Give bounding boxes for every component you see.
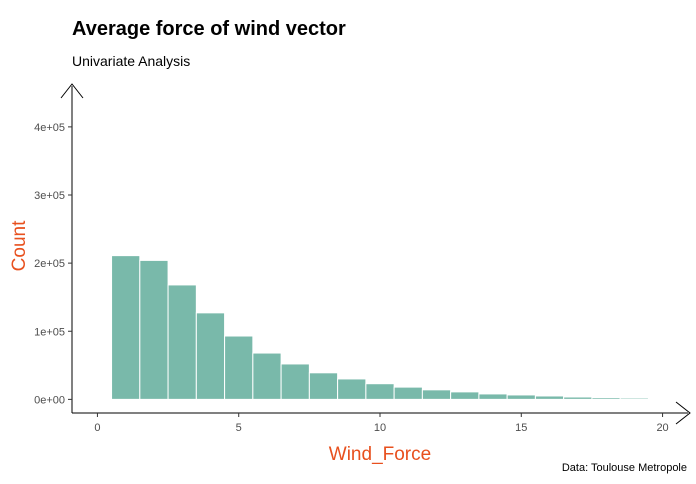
histogram-bar [337, 378, 367, 400]
histogram-bar [393, 386, 423, 400]
x-ticks-group: 0 5 10 15 20 [94, 413, 669, 434]
chart-title: Average force of wind vector [72, 18, 346, 40]
y-tick-label: 1e+05 [34, 326, 65, 338]
x-tick-label: 15 [515, 422, 527, 434]
y-ticks-group: 0e+00 1e+05 2e+05 3e+05 4e+05 [34, 122, 72, 406]
histogram-bar [195, 312, 226, 400]
x-tick-label: 20 [656, 422, 668, 434]
y-tick-label: 3e+05 [34, 190, 65, 202]
histogram-bar [365, 383, 395, 400]
y-tick-label: 2e+05 [34, 258, 65, 270]
histogram-bar [534, 395, 565, 400]
histogram-bar [224, 335, 254, 400]
histogram-bar [478, 393, 508, 400]
chart-caption: Data: Toulouse Metropole [561, 462, 687, 474]
histogram-bar [591, 397, 621, 400]
y-axis-arrowhead [60, 83, 84, 99]
histogram-bar [139, 259, 169, 400]
x-tick-label: 10 [374, 422, 386, 434]
histogram-bar [421, 389, 452, 400]
x-tick-label: 5 [236, 422, 242, 434]
y-tick-label: 0e+00 [34, 394, 65, 406]
y-axis-title: Count [9, 220, 30, 271]
chart-subtitle: Univariate Analysis [72, 53, 191, 69]
histogram-bar [252, 352, 282, 400]
histogram-bar [280, 363, 310, 400]
bars-group [111, 255, 649, 400]
histogram-bar [167, 284, 197, 400]
histogram-bar [450, 391, 480, 400]
histogram-bar [619, 397, 649, 400]
x-axis-title: Wind_Force [329, 444, 431, 465]
x-tick-label: 0 [94, 422, 100, 434]
histogram-bar [308, 372, 339, 400]
y-tick-label: 4e+05 [34, 122, 65, 134]
histogram-bar [111, 255, 141, 400]
x-axis-arrowhead [675, 401, 691, 425]
histogram-bar [563, 396, 593, 400]
histogram-bar [506, 394, 536, 400]
